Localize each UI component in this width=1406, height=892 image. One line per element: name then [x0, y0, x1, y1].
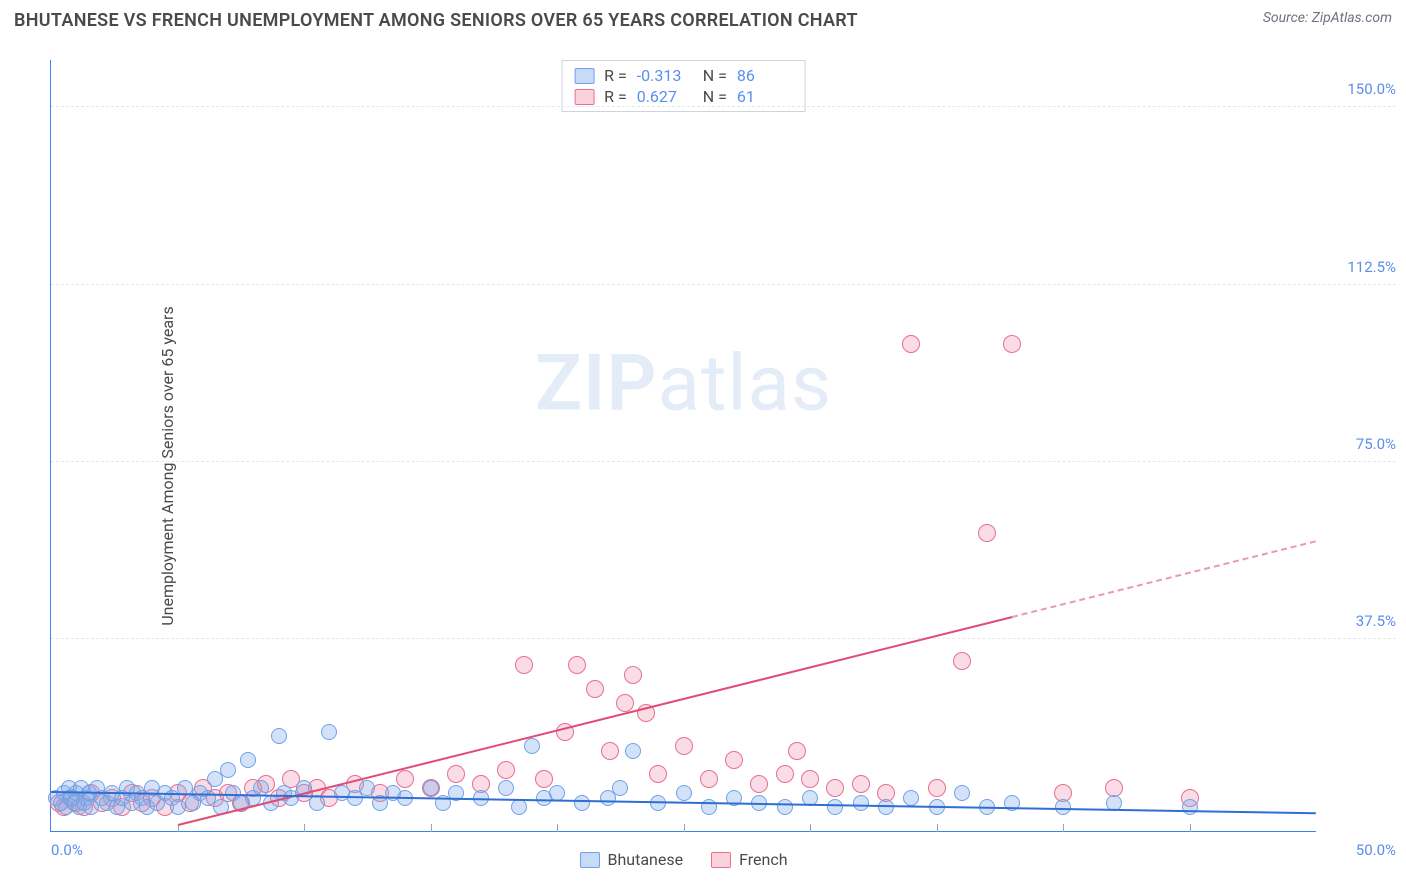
gridline [51, 284, 1396, 285]
plot-area: ZIPatlas R =-0.313N =86R =0.627N =61 Bhu… [50, 60, 1316, 832]
scatter-point-bhutanese [777, 799, 793, 815]
gridline [51, 461, 1396, 462]
scatter-point-french [826, 779, 844, 797]
scatter-point-bhutanese [827, 799, 843, 815]
scatter-point-french [601, 742, 619, 760]
x-tick [304, 824, 305, 832]
scatter-point-french [616, 694, 634, 712]
y-tick-label: 150.0% [1326, 80, 1396, 98]
y-tick-label: 112.5% [1326, 258, 1396, 276]
scatter-point-bhutanese [903, 790, 919, 806]
stats-row: R =-0.313N =86 [574, 65, 793, 86]
legend-item: Bhutanese [579, 850, 683, 869]
x-tick [1190, 824, 1191, 832]
scatter-point-french [776, 765, 794, 783]
scatter-point-french [447, 765, 465, 783]
scatter-point-french [953, 652, 971, 670]
scatter-point-bhutanese [359, 780, 375, 796]
gridline [51, 106, 1396, 107]
scatter-point-bhutanese [321, 724, 337, 740]
legend-swatch [574, 89, 594, 105]
legend-label: Bhutanese [607, 850, 683, 869]
scatter-point-french [515, 656, 533, 674]
scatter-point-french [801, 770, 819, 788]
scatter-point-french [750, 775, 768, 793]
scatter-point-bhutanese [612, 780, 628, 796]
scatter-point-bhutanese [271, 728, 287, 744]
scatter-point-french [624, 666, 642, 684]
x-tick [684, 824, 685, 832]
x-tick [557, 824, 558, 832]
scatter-point-french [535, 770, 553, 788]
scatter-point-bhutanese [511, 799, 527, 815]
legend-label: French [739, 850, 787, 869]
x-max-label: 50.0% [1356, 841, 1396, 859]
scatter-point-french [902, 335, 920, 353]
legend-swatch [711, 852, 731, 868]
x-tick [1063, 824, 1064, 832]
scatter-point-bhutanese [170, 799, 186, 815]
scatter-point-bhutanese [498, 780, 514, 796]
scatter-point-bhutanese [524, 738, 540, 754]
stats-row: R =0.627N =61 [574, 86, 793, 107]
chart-title: BHUTANESE VS FRENCH UNEMPLOYMENT AMONG S… [14, 10, 858, 31]
scatter-point-bhutanese [676, 785, 692, 801]
scatter-point-bhutanese [954, 785, 970, 801]
scatter-point-french [978, 524, 996, 542]
scatter-point-french [396, 770, 414, 788]
scatter-point-french [568, 656, 586, 674]
x-tick [431, 824, 432, 832]
y-tick-label: 75.0% [1326, 435, 1396, 453]
scatter-point-bhutanese [853, 795, 869, 811]
scatter-point-french [725, 751, 743, 769]
correlation-stats-box: R =-0.313N =86R =0.627N =61 [561, 60, 806, 112]
scatter-point-french [852, 775, 870, 793]
legend-swatch [574, 68, 594, 84]
scatter-point-french [928, 779, 946, 797]
series-legend: Bhutanese French [579, 850, 787, 869]
scatter-point-bhutanese [574, 795, 590, 811]
scatter-point-french [1003, 335, 1021, 353]
trend-line [1012, 541, 1316, 619]
scatter-point-french [675, 737, 693, 755]
scatter-point-bhutanese [625, 743, 641, 759]
legend-swatch [579, 852, 599, 868]
legend-item: French [711, 850, 787, 869]
watermark: ZIPatlas [535, 338, 832, 429]
scatter-point-bhutanese [220, 762, 236, 778]
gridline [51, 638, 1396, 639]
x-tick [937, 824, 938, 832]
scatter-point-bhutanese [240, 752, 256, 768]
source-attribution: Source: ZipAtlas.com [1263, 10, 1392, 26]
scatter-point-french [649, 765, 667, 783]
scatter-point-french [788, 742, 806, 760]
scatter-point-french [700, 770, 718, 788]
x-min-label: 0.0% [51, 841, 83, 859]
chart-container: Unemployment Among Seniors over 65 years… [0, 40, 1406, 892]
scatter-point-bhutanese [1182, 799, 1198, 815]
scatter-point-bhutanese [423, 780, 439, 796]
scatter-point-french [586, 680, 604, 698]
x-tick [810, 824, 811, 832]
scatter-point-french [497, 761, 515, 779]
y-tick-label: 37.5% [1326, 612, 1396, 630]
scatter-point-bhutanese [878, 799, 894, 815]
